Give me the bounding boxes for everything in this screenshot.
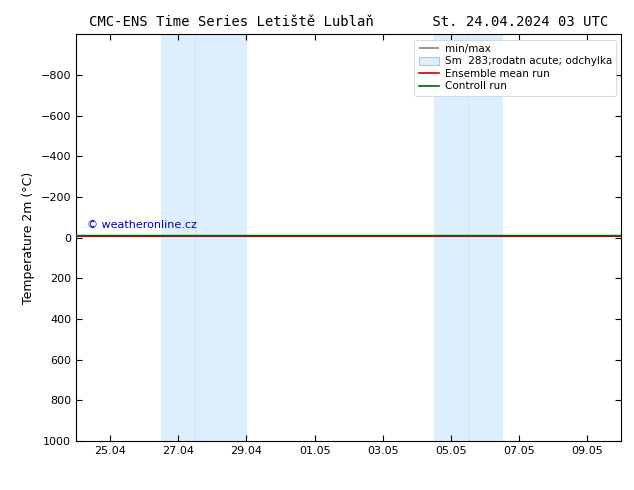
Y-axis label: Temperature 2m (°C): Temperature 2m (°C) <box>22 172 35 304</box>
Bar <box>161 34 247 441</box>
Legend: min/max, Sm  283;rodatn acute; odchylka, Ensemble mean run, Controll run: min/max, Sm 283;rodatn acute; odchylka, … <box>415 40 616 96</box>
Title: CMC-ENS Time Series Letiště Lublaň       St. 24.04.2024 03 UTC: CMC-ENS Time Series Letiště Lublaň St. 2… <box>89 15 609 29</box>
Text: © weatheronline.cz: © weatheronline.cz <box>87 220 197 229</box>
Bar <box>434 34 502 441</box>
